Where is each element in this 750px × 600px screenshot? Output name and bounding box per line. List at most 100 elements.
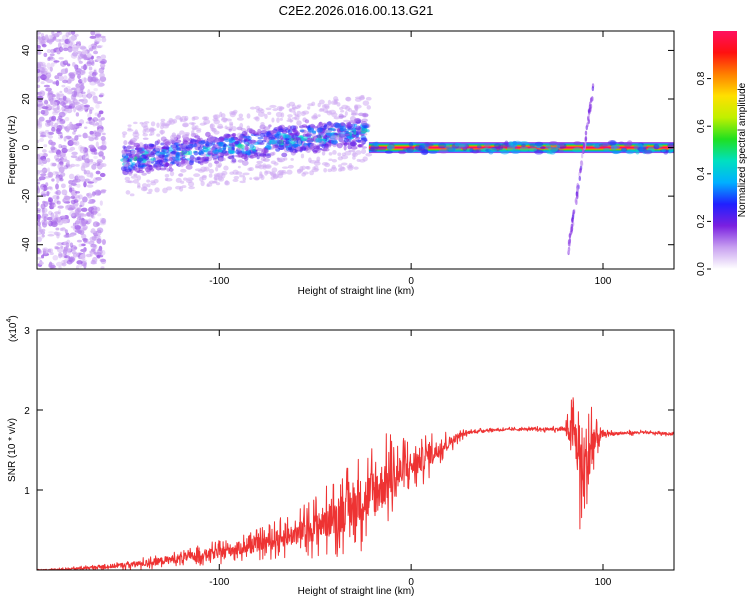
heatmap-cell: [42, 158, 48, 164]
heatmap-cell: [72, 251, 80, 258]
heatmap-cell: [340, 155, 349, 160]
heatmap-cell: [94, 34, 102, 38]
heatmap-cell: [55, 246, 60, 250]
heatmap-cell: [52, 171, 59, 176]
heatmap-cell: [197, 169, 205, 173]
heatmap-cell: [237, 144, 245, 149]
heatmap-cell: [154, 187, 160, 193]
heatmap-cell: [180, 118, 187, 123]
heatmap-cell: [51, 94, 56, 98]
heatmap-cell: [37, 77, 41, 83]
heatmap-cell: [77, 57, 82, 62]
heatmap-cell: [281, 152, 288, 158]
heatmap-cell: [74, 33, 79, 37]
heatmap-cell: [96, 159, 103, 164]
heatmap-cell: [45, 186, 49, 190]
heatmap-cell: [37, 236, 42, 243]
heatmap-cell: [289, 148, 294, 153]
heatmap-cell: [609, 140, 617, 146]
heatmap-cell: [70, 94, 77, 100]
heatmap-cell: [258, 173, 264, 179]
heatmap-cell: [126, 145, 132, 150]
heatmap-cell: [78, 194, 83, 200]
heatmap-cell: [55, 171, 61, 175]
heatmap-cell: [41, 43, 47, 48]
heatmap-cell: [97, 213, 102, 217]
heatmap-cell: [52, 111, 59, 115]
heatmap-cell: [190, 139, 197, 143]
heatmap-cell: [72, 51, 78, 57]
heatmap-cell: [175, 177, 182, 183]
snr-multiplier-exp: 4: [6, 319, 13, 323]
heatmap-cell: [40, 66, 47, 72]
heatmap-cell: [56, 177, 60, 184]
heatmap-cell: [37, 209, 41, 213]
heatmap-cell: [46, 49, 52, 54]
heatmap-cell: [249, 177, 253, 181]
heatmap-cell: [333, 96, 339, 101]
heatmap-cell: [299, 146, 304, 152]
colorbar-label: Normalized spectral amplitude: [737, 82, 748, 217]
heatmap-cell: [88, 66, 93, 71]
heatmap-cell: [80, 207, 88, 212]
heatmap-cell: [65, 163, 71, 168]
heatmap-cell: [278, 107, 283, 112]
heatmap-cell: [92, 191, 96, 197]
heatmap-cell: [75, 220, 80, 225]
heatmap-cell: [366, 105, 372, 110]
heatmap-cell: [63, 234, 70, 238]
heatmap-cell: [48, 139, 53, 145]
heatmap-cell: [360, 140, 365, 144]
heatmap-cell: [580, 153, 584, 159]
heatmap-cell: [361, 146, 368, 149]
heatmap-cell: [61, 147, 68, 153]
heatmap-cell: [42, 247, 49, 252]
heatmap-cell: [62, 79, 68, 84]
heatmap-cell: [44, 221, 51, 225]
heatmap-cell: [56, 104, 60, 111]
heatmap-cell: [331, 159, 338, 163]
heatmap-cell: [199, 176, 204, 182]
heatmap-cell: [264, 170, 269, 176]
heatmap-cell: [285, 135, 292, 139]
heatmap-cell: [99, 200, 103, 206]
heatmap-cell: [128, 172, 133, 176]
heatmap-cell: [49, 186, 53, 191]
heatmap-cell: [220, 172, 226, 179]
heatmap-cell: [125, 190, 131, 195]
heatmap-cell: [253, 176, 261, 180]
heatmap-cell: [286, 169, 293, 175]
heatmap-cell: [78, 263, 83, 268]
heatmap-cell: [49, 53, 55, 57]
heatmap-cell: [53, 199, 59, 204]
heatmap-cell: [137, 147, 143, 151]
heatmap-cell: [184, 132, 190, 135]
heatmap-cell: [259, 133, 266, 138]
heatmap-cell: [94, 189, 102, 196]
heatmap-cell: [193, 173, 201, 177]
heatmap-cell: [48, 210, 53, 216]
heatmap-cell: [156, 122, 160, 128]
heatmap-cell: [355, 125, 361, 131]
heatmap-cell: [340, 109, 345, 113]
heatmap-cell: [458, 143, 467, 148]
heatmap-cell: [584, 135, 588, 141]
heatmap-cell: [330, 139, 338, 144]
heatmap-cell: [37, 170, 42, 174]
heatmap-cell: [89, 236, 97, 242]
heatmap-cell: [40, 109, 46, 115]
heatmap-cell: [134, 162, 141, 168]
heatmap-cell: [59, 46, 64, 53]
heatmap-cell: [96, 254, 101, 259]
heatmap-cell: [208, 162, 213, 168]
heatmap-cell: [100, 54, 107, 60]
heatmap-cell: [159, 167, 167, 171]
heatmap-cell: [63, 75, 68, 81]
heatmap-cell: [446, 147, 456, 152]
heatmap-cell: [296, 110, 301, 115]
heatmap-cell: [78, 53, 85, 60]
heatmap-cell: [68, 36, 76, 42]
heatmap-cell: [272, 108, 278, 112]
heatmap-cell: [57, 75, 64, 81]
heatmap-cell: [223, 165, 229, 171]
